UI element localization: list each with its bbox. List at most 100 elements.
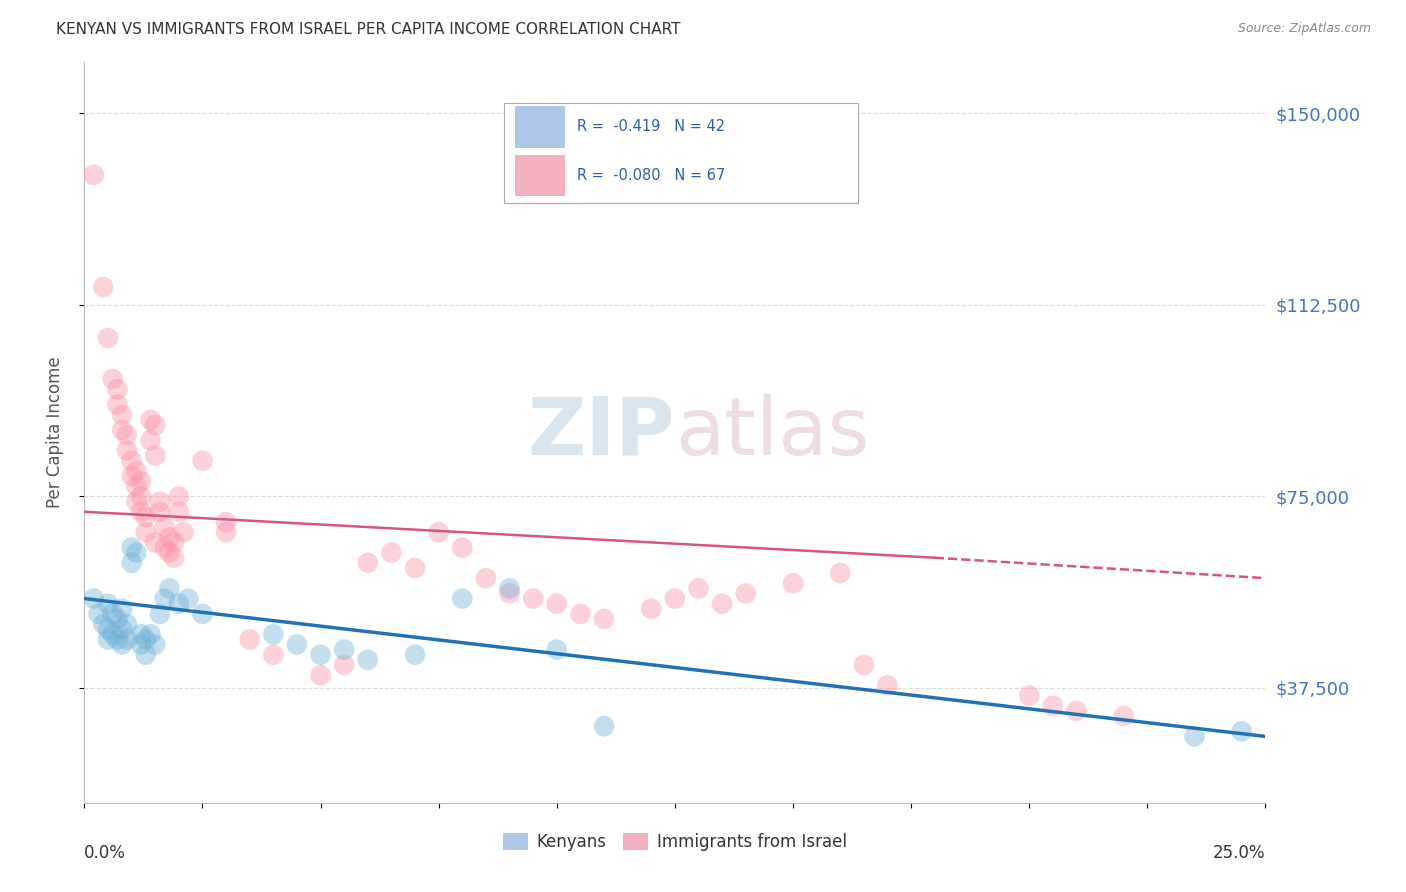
Point bbox=[546, 642, 568, 657]
Point bbox=[163, 535, 186, 549]
Point bbox=[143, 417, 166, 432]
Point bbox=[309, 648, 332, 662]
Point bbox=[111, 423, 134, 437]
Point bbox=[333, 642, 356, 657]
Point bbox=[191, 453, 214, 467]
FancyBboxPatch shape bbox=[516, 155, 565, 196]
Text: R =  -0.419   N = 42: R = -0.419 N = 42 bbox=[576, 120, 725, 135]
Point bbox=[101, 607, 124, 621]
Point bbox=[640, 601, 662, 615]
Text: R =  -0.080   N = 67: R = -0.080 N = 67 bbox=[576, 169, 725, 183]
Point bbox=[107, 632, 129, 647]
Legend: Kenyans, Immigrants from Israel: Kenyans, Immigrants from Israel bbox=[496, 826, 853, 857]
Point bbox=[115, 617, 138, 632]
Point bbox=[101, 627, 124, 641]
Point bbox=[498, 586, 520, 600]
Point bbox=[357, 653, 380, 667]
Point bbox=[139, 434, 162, 448]
Point bbox=[135, 525, 157, 540]
Point bbox=[498, 582, 520, 596]
Point bbox=[215, 525, 238, 540]
Point bbox=[309, 668, 332, 682]
Point bbox=[121, 541, 143, 555]
Point bbox=[157, 582, 180, 596]
Point bbox=[111, 622, 134, 636]
Point bbox=[129, 474, 152, 488]
Point bbox=[1184, 730, 1206, 744]
Point bbox=[125, 546, 148, 560]
Point bbox=[115, 443, 138, 458]
Point bbox=[177, 591, 200, 606]
Point bbox=[107, 382, 129, 396]
Point bbox=[876, 678, 898, 692]
Point bbox=[97, 331, 120, 345]
Point bbox=[129, 505, 152, 519]
Point bbox=[83, 591, 105, 606]
Point bbox=[427, 525, 450, 540]
FancyBboxPatch shape bbox=[516, 106, 565, 147]
Point bbox=[333, 657, 356, 672]
Text: Source: ZipAtlas.com: Source: ZipAtlas.com bbox=[1237, 22, 1371, 36]
Point bbox=[125, 494, 148, 508]
Point bbox=[357, 556, 380, 570]
Point bbox=[157, 546, 180, 560]
Point bbox=[262, 648, 284, 662]
Point bbox=[125, 479, 148, 493]
Point bbox=[153, 541, 176, 555]
Point bbox=[239, 632, 262, 647]
Point bbox=[167, 505, 190, 519]
Point bbox=[139, 413, 162, 427]
Point bbox=[121, 453, 143, 467]
Point bbox=[121, 469, 143, 483]
Point bbox=[593, 612, 616, 626]
Point bbox=[111, 408, 134, 422]
Point bbox=[1042, 698, 1064, 713]
Point bbox=[139, 627, 162, 641]
Point bbox=[135, 509, 157, 524]
Point bbox=[107, 398, 129, 412]
Point bbox=[143, 449, 166, 463]
Point bbox=[129, 490, 152, 504]
Point bbox=[135, 632, 157, 647]
Point bbox=[593, 719, 616, 733]
Point bbox=[404, 648, 426, 662]
Point bbox=[852, 657, 875, 672]
Point bbox=[475, 571, 498, 585]
Text: 25.0%: 25.0% bbox=[1213, 844, 1265, 862]
Point bbox=[111, 638, 134, 652]
Point bbox=[173, 525, 195, 540]
Point bbox=[149, 494, 172, 508]
Point bbox=[1066, 704, 1088, 718]
Point bbox=[87, 607, 110, 621]
Point bbox=[143, 638, 166, 652]
Point bbox=[111, 601, 134, 615]
Point bbox=[167, 597, 190, 611]
Point bbox=[153, 520, 176, 534]
Point bbox=[1112, 709, 1135, 723]
Point bbox=[1230, 724, 1253, 739]
Point bbox=[285, 638, 308, 652]
Text: 0.0%: 0.0% bbox=[84, 844, 127, 862]
Point bbox=[262, 627, 284, 641]
Point bbox=[97, 632, 120, 647]
Point bbox=[688, 582, 710, 596]
Point bbox=[91, 280, 114, 294]
Point bbox=[664, 591, 686, 606]
Point bbox=[1018, 689, 1040, 703]
Point bbox=[569, 607, 592, 621]
Text: ZIP: ZIP bbox=[527, 393, 675, 472]
Text: atlas: atlas bbox=[675, 393, 869, 472]
Point bbox=[167, 490, 190, 504]
Point bbox=[83, 168, 105, 182]
Point bbox=[91, 617, 114, 632]
Point bbox=[782, 576, 804, 591]
Point bbox=[734, 586, 756, 600]
Point bbox=[380, 546, 402, 560]
Point bbox=[451, 541, 474, 555]
Point bbox=[163, 550, 186, 565]
Point bbox=[191, 607, 214, 621]
Point bbox=[157, 530, 180, 544]
Point bbox=[830, 566, 852, 580]
Point bbox=[135, 648, 157, 662]
Point bbox=[115, 428, 138, 442]
